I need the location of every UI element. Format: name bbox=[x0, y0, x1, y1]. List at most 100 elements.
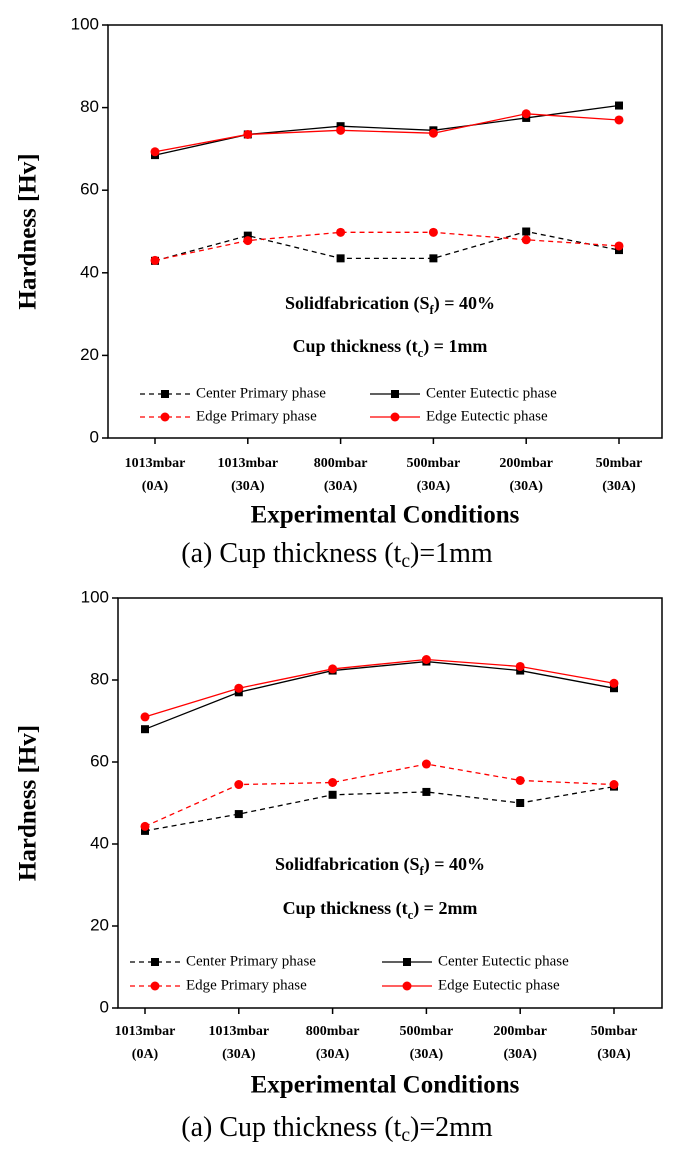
annotation-sub: f bbox=[430, 303, 435, 317]
marker bbox=[234, 683, 244, 693]
y-tick-label: 60 bbox=[90, 751, 109, 770]
x-tick-label: 800mbar (30A) bbox=[305, 1024, 360, 1062]
x-tick-label: 50mbar (30A) bbox=[590, 1024, 638, 1062]
marker bbox=[610, 684, 618, 693]
annotation-part: Cup thickness (t bbox=[293, 336, 418, 357]
y-axis-label: Hardness [Hv] bbox=[15, 153, 42, 309]
marker bbox=[521, 235, 531, 245]
legend-label: Edge Eutectic phase bbox=[426, 408, 548, 424]
legend-label: Center Eutectic phase bbox=[426, 385, 557, 401]
marker bbox=[140, 712, 150, 722]
marker bbox=[609, 678, 619, 688]
marker bbox=[614, 115, 624, 125]
marker bbox=[516, 799, 525, 807]
annotation-part: ) = 2mm bbox=[413, 898, 477, 919]
marker bbox=[429, 254, 438, 263]
legend-label: Center Primary phase bbox=[186, 953, 316, 969]
marker bbox=[515, 661, 525, 671]
annotation-part: Cup thickness (t bbox=[283, 898, 408, 919]
marker bbox=[614, 241, 624, 251]
legend-label: Edge Primary phase bbox=[186, 977, 307, 993]
x-tick-label-box: 1013mbar (30A) bbox=[208, 1024, 270, 1062]
series-line bbox=[154, 230, 620, 262]
marker bbox=[141, 826, 149, 835]
x-tick-label-box: 200mbar (30A) bbox=[493, 1024, 547, 1062]
plot-frame bbox=[117, 597, 663, 1009]
y-tick-label: 40 bbox=[90, 833, 109, 852]
marker bbox=[141, 725, 149, 734]
x-tick-label: 800mbar (30A) bbox=[313, 456, 368, 494]
caption-part: (a) Cup thickness (t bbox=[181, 538, 401, 569]
y-axis-label: Hardness [Hv] bbox=[15, 725, 42, 881]
x-tick-label: 200mbar (30A) bbox=[499, 456, 554, 494]
x-axis-label: Experimental Conditions bbox=[251, 1072, 520, 1099]
marker bbox=[234, 810, 243, 819]
x-tick-label-box: 500mbar (30A) bbox=[399, 1024, 454, 1062]
caption-sub: c bbox=[401, 1125, 410, 1146]
annotation-part: ) = 1mm bbox=[423, 336, 487, 357]
x-tick-label: 50mbar (30A) bbox=[595, 456, 643, 494]
x-tick-label: 1013mbar (30A) bbox=[208, 1024, 270, 1062]
x-tick-label: 1013mbar (0A) bbox=[114, 1024, 176, 1062]
y-tick-label: 100 bbox=[71, 14, 99, 33]
annotation: Solidfabrication (Sf) = 40% bbox=[275, 854, 485, 878]
x-tick-label-box: 1013mbar (0A) bbox=[114, 1024, 176, 1062]
x-tick-label-box: 500mbar (30A) bbox=[406, 456, 461, 494]
annotation: Solidfabrication (Sf) = 40% bbox=[285, 293, 495, 317]
marker bbox=[428, 227, 438, 237]
annotation-part: ) = 40% bbox=[424, 854, 485, 875]
annotation-sub: f bbox=[420, 864, 425, 878]
marker bbox=[403, 958, 411, 966]
annotation: Cup thickness (tc) = 2mm bbox=[283, 898, 478, 922]
x-tick-label: 1013mbar (0A) bbox=[124, 456, 186, 494]
plot-frame bbox=[107, 24, 663, 439]
y-tick-label: 0 bbox=[100, 997, 109, 1016]
x-tick-label-box: 50mbar (30A) bbox=[590, 1024, 638, 1062]
marker bbox=[336, 227, 346, 237]
x-tick-label: 1013mbar (30A) bbox=[217, 456, 279, 494]
x-tick-label-box: 800mbar (30A) bbox=[313, 456, 368, 494]
marker bbox=[234, 780, 244, 790]
annotation-sub: c bbox=[418, 346, 424, 360]
marker bbox=[521, 109, 531, 119]
marker bbox=[402, 981, 412, 991]
marker bbox=[140, 821, 150, 831]
marker bbox=[421, 759, 431, 769]
legend-label: Center Eutectic phase bbox=[438, 953, 569, 969]
caption-part: )=2mm bbox=[410, 1112, 493, 1143]
marker bbox=[336, 125, 346, 135]
annotation-sub: c bbox=[408, 908, 414, 922]
marker bbox=[336, 254, 345, 263]
annotation-part: Solidfabrication (S bbox=[275, 854, 420, 875]
annotation-part: ) = 40% bbox=[434, 293, 495, 314]
y-tick-label: 20 bbox=[90, 915, 109, 934]
x-tick-label: 500mbar (30A) bbox=[406, 456, 461, 494]
marker bbox=[615, 101, 623, 110]
series-line bbox=[144, 660, 615, 730]
series-line bbox=[144, 658, 615, 718]
marker bbox=[243, 231, 252, 240]
caption-part: (a) Cup thickness (t bbox=[181, 1112, 401, 1143]
marker bbox=[150, 255, 160, 265]
marker bbox=[150, 147, 160, 157]
marker bbox=[243, 236, 253, 246]
marker bbox=[328, 790, 337, 799]
marker bbox=[151, 958, 159, 966]
marker bbox=[522, 227, 531, 236]
series-line bbox=[154, 104, 620, 156]
marker bbox=[421, 655, 431, 664]
x-tick-label: 500mbar (30A) bbox=[399, 1024, 454, 1062]
x-tick-label-box: 1013mbar (0A) bbox=[124, 456, 186, 494]
y-tick-label: 80 bbox=[80, 97, 99, 116]
annotation: Cup thickness (tc) = 1mm bbox=[293, 336, 488, 360]
marker bbox=[328, 664, 338, 674]
marker bbox=[150, 981, 160, 991]
marker bbox=[390, 412, 400, 422]
marker bbox=[422, 787, 431, 796]
caption-sub: c bbox=[401, 551, 410, 572]
annotation-part: Solidfabrication (S bbox=[285, 293, 430, 314]
y-tick-label: 100 bbox=[81, 587, 109, 606]
x-axis-label: Experimental Conditions bbox=[251, 502, 520, 529]
legend-label: Edge Eutectic phase bbox=[438, 977, 560, 993]
marker bbox=[609, 780, 619, 790]
